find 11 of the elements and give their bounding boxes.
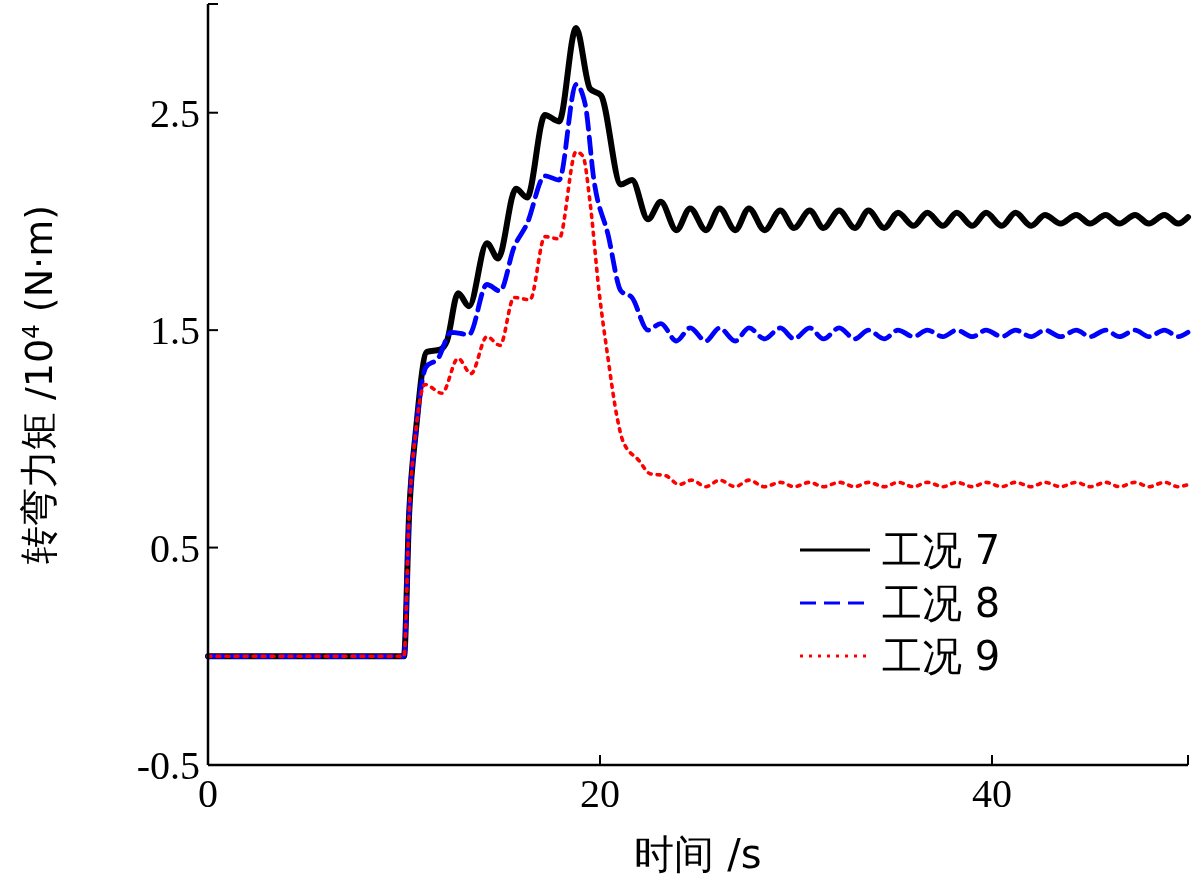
legend-label: 工况 9 (882, 633, 1001, 679)
y-tick-label: 2.5 (150, 90, 200, 136)
legend-label: 工况 7 (882, 527, 1001, 573)
x-tick-label: 0 (198, 771, 218, 816)
x-axis-title: 时间 /s (634, 831, 762, 877)
y-tick-label: 0.5 (150, 525, 200, 571)
x-tick-label: 40 (972, 771, 1012, 816)
x-tick-label: 20 (580, 771, 620, 816)
legend-label: 工况 8 (882, 580, 1001, 626)
y-tick-label: -0.5 (136, 743, 200, 788)
y-tick-label: 1.5 (150, 308, 200, 354)
